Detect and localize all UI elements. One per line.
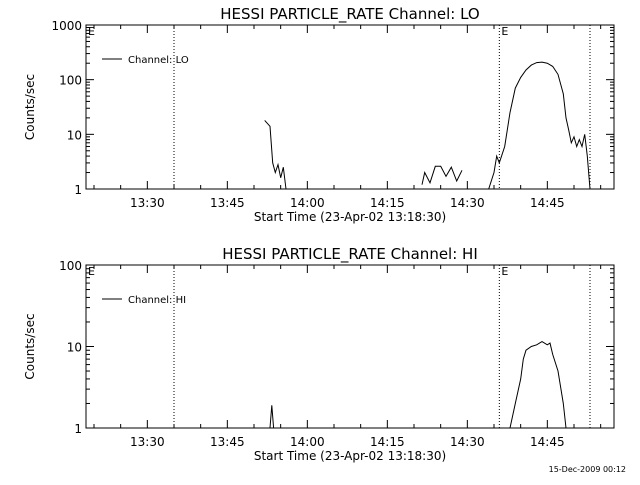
generated-timestamp: 15-Dec-2009 00:12 bbox=[549, 465, 626, 474]
panel-1-event-marker: E bbox=[501, 25, 508, 38]
panel-1-axes-frame bbox=[85, 24, 615, 190]
panel-2-y-axis-label: Counts/sec bbox=[23, 313, 37, 379]
panel-2-x-tick-label: 13:30 bbox=[130, 435, 165, 449]
panel-1-x-tick-label: 14:00 bbox=[290, 196, 325, 210]
panel-2-y-tick-label: 100 bbox=[59, 259, 82, 273]
panel-2-legend-label: Channel: HI bbox=[128, 295, 186, 306]
panel-1-x-axis-label: Start Time (23-Apr-02 13:18:30) bbox=[254, 210, 446, 224]
panel-1-x-tick-label: 13:30 bbox=[130, 196, 165, 210]
panel-2-event-marker: E bbox=[88, 265, 95, 278]
panel-1-legend-label: Channel: LO bbox=[128, 55, 189, 66]
panel-1-chart-title: HESSI PARTICLE_RATE Channel: LO bbox=[220, 5, 479, 24]
panel-2-x-tick-label: 14:00 bbox=[290, 435, 325, 449]
panel-2-x-tick-label: 14:45 bbox=[530, 435, 565, 449]
panel-2-x-tick-label: 14:30 bbox=[450, 435, 485, 449]
panel-1-y-tick-label: 100 bbox=[59, 74, 82, 88]
panel-1-x-tick-label: 14:45 bbox=[530, 196, 565, 210]
panel-2-y-tick-label: 1 bbox=[74, 422, 82, 436]
panel-1-y-tick-label: 1 bbox=[74, 183, 82, 197]
panel-2-data-line-1 bbox=[269, 405, 275, 429]
panel-2-event-marker: E bbox=[501, 265, 508, 278]
panel-1-x-tick-label: 14:30 bbox=[450, 196, 485, 210]
panel-1-data-line-3 bbox=[488, 61, 591, 190]
panel-1-x-tick-label: 13:45 bbox=[210, 196, 245, 210]
panel-2-chart-title: HESSI PARTICLE_RATE Channel: HI bbox=[222, 245, 478, 264]
panel-1-event-marker: E bbox=[88, 25, 95, 38]
panel-2-data-line-2 bbox=[509, 341, 567, 429]
panel-1-data-line-1 bbox=[264, 120, 287, 190]
panel-1-y-axis-label: Counts/sec bbox=[23, 74, 37, 140]
panel-1-y-tick-label: 10 bbox=[67, 128, 82, 142]
panel-2-axes-frame bbox=[85, 264, 615, 429]
panel-1-data-line-2 bbox=[421, 165, 463, 185]
panel-2-x-tick-label: 14:15 bbox=[370, 435, 405, 449]
panel-2-x-tick-label: 13:45 bbox=[210, 435, 245, 449]
panel-2-x-axis-label: Start Time (23-Apr-02 13:18:30) bbox=[254, 449, 446, 463]
panel-2-y-tick-label: 10 bbox=[67, 341, 82, 355]
panel-1-x-tick-label: 14:15 bbox=[370, 196, 405, 210]
panel-1-y-tick-label: 1000 bbox=[51, 19, 82, 33]
